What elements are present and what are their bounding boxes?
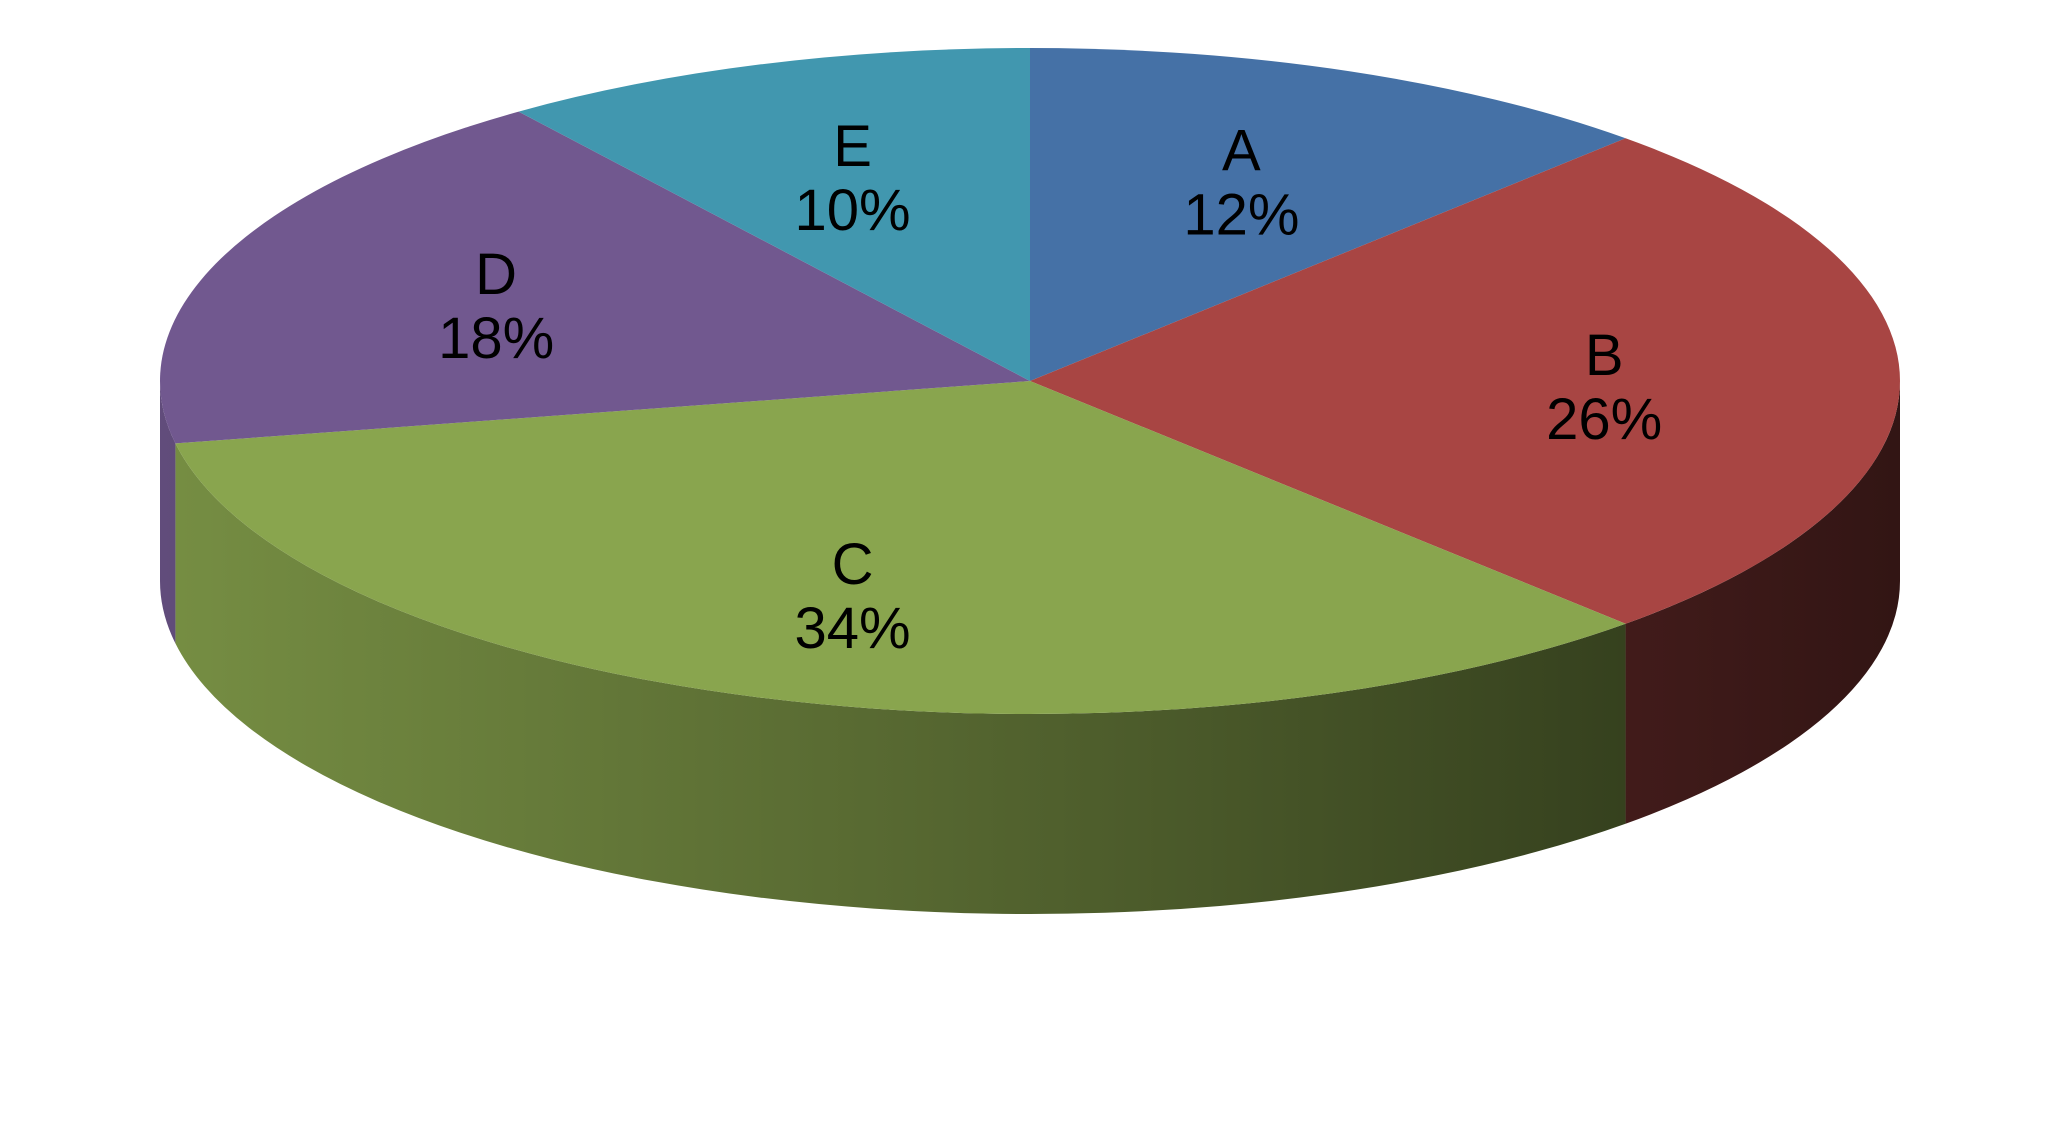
pie-sides bbox=[160, 381, 1900, 915]
pie-slice-e bbox=[518, 48, 1030, 381]
slice-percent-label-b: 26% bbox=[1546, 387, 1662, 452]
slice-name-label-e: E bbox=[833, 114, 872, 179]
slice-name-label-a: A bbox=[1222, 119, 1261, 184]
pie-slice-d bbox=[160, 111, 1031, 444]
pie-side-c bbox=[175, 443, 1626, 915]
pie-labels: A12% B26% C34% D18% E10% bbox=[438, 114, 1662, 661]
slice-name-label-d: D bbox=[475, 242, 517, 307]
pie-side-d bbox=[160, 381, 176, 644]
pie-slice-b bbox=[1030, 138, 1901, 624]
slice-name-label-c: C bbox=[832, 532, 874, 597]
slice-percent-label-d: 18% bbox=[438, 306, 554, 371]
slice-percent-label-e: 10% bbox=[795, 178, 911, 243]
slice-name-label-b: B bbox=[1585, 323, 1624, 388]
slice-percent-label-a: 12% bbox=[1183, 183, 1299, 248]
slice-percent-label-c: 34% bbox=[795, 596, 911, 661]
pie-slices bbox=[160, 48, 1901, 714]
pie-slice-a bbox=[1030, 48, 1626, 381]
pie-side-b bbox=[1625, 381, 1900, 824]
pie-slice-c bbox=[175, 381, 1626, 714]
